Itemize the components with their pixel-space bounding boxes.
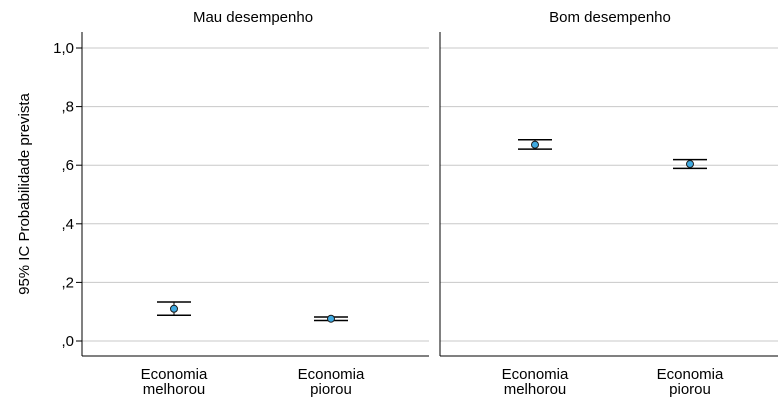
y-tick-label-2: ,4 bbox=[61, 216, 74, 233]
panel-title-0: Mau desempenho bbox=[193, 9, 313, 26]
y-tick-label-5: 1,0 bbox=[53, 40, 74, 57]
category-label-p1-c0-l1: melhorou bbox=[504, 381, 567, 398]
mean-point-p1-0 bbox=[531, 140, 539, 149]
panel-title-1: Bom desempenho bbox=[549, 9, 671, 26]
y-axis-label: 95% IC Probabilidade prevista bbox=[16, 92, 33, 294]
mean-point-p0-1 bbox=[327, 314, 335, 323]
category-label-p1-c1-l1: piorou bbox=[669, 381, 711, 398]
mean-point-p1-1 bbox=[686, 160, 694, 169]
category-label-p1-c1-l0: Economia bbox=[657, 366, 724, 383]
y-tick-label-0: ,0 bbox=[61, 333, 74, 350]
y-tick-label-1: ,2 bbox=[61, 274, 74, 291]
category-label-p0-c0-l1: melhorou bbox=[143, 381, 206, 398]
mean-point-p0-0 bbox=[170, 304, 178, 313]
category-label-p0-c1-l1: piorou bbox=[310, 381, 352, 398]
y-tick-label-3: ,6 bbox=[61, 157, 74, 174]
category-label-p0-c1-l0: Economia bbox=[298, 366, 365, 383]
y-tick-label-4: ,8 bbox=[61, 99, 74, 116]
category-label-p0-c0-l0: Economia bbox=[141, 366, 208, 383]
category-label-p1-c0-l0: Economia bbox=[502, 366, 569, 383]
